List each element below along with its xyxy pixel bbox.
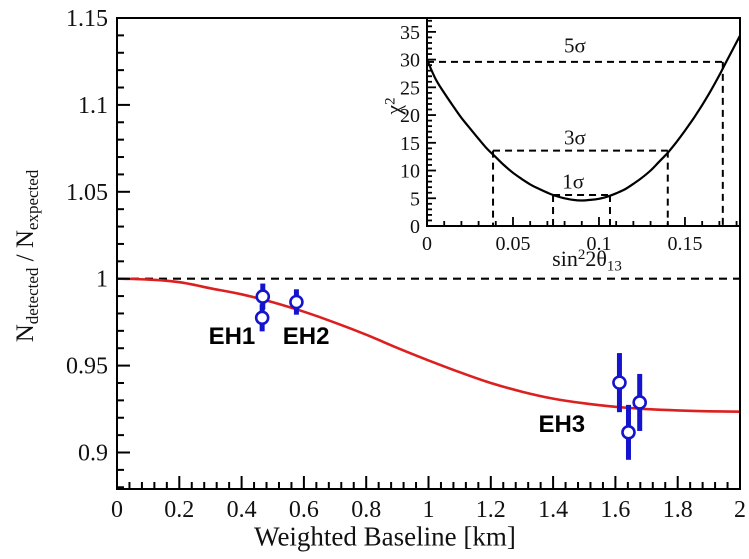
main-x-tick-label: 0.6 [289, 497, 319, 523]
main-x-tick-label: 0 [111, 497, 123, 523]
inset-ylabel-sup: 2 [382, 97, 399, 105]
inset-y-tick-label: 10 [400, 161, 420, 183]
main-axis-ticks [116, 17, 741, 489]
main-x-tick-label: 0.2 [164, 497, 194, 523]
marker-EH3-3 [612, 375, 627, 390]
inset-y-axis-title: χ2 [381, 97, 406, 115]
inset-y-tick-label: 35 [400, 22, 420, 44]
detector-label-EH2: EH2 [282, 322, 330, 350]
main-x-tick-label: 1 [423, 497, 435, 523]
ylabel-base1: N [11, 324, 39, 343]
inset-ylabel-base: χ [381, 104, 406, 115]
inset-panel: 0 0.05 0.1 0.15 0 5 10 15 20 25 30 35 [400, 17, 741, 255]
data-points [254, 283, 647, 460]
main-y-tick-label: 1.05 [66, 180, 108, 206]
ylabel-sub1: detected [23, 267, 43, 325]
main-x-tick-label: 1.2 [476, 497, 506, 523]
main-y-tick-label: 1.1 [78, 93, 108, 119]
ylabel-base2: / N [11, 230, 39, 268]
inset-xlabel-base2: 2θ [585, 245, 607, 271]
main-y-axis-title: Ndetected / Nexpected [11, 169, 43, 343]
main-y-tick-label: 1.15 [66, 6, 108, 32]
inset-xlabel-sup: 2 [577, 247, 586, 264]
inset-y-tick-label: 0 [410, 216, 420, 238]
main-x-tick-label: 1.8 [663, 497, 693, 523]
main-x-tick-label: 0.8 [351, 497, 381, 523]
inset-xlabel-sub: 13 [606, 258, 622, 275]
inset-frame [426, 17, 741, 227]
inset-y-tick-label: 20 [400, 105, 420, 127]
main-x-tick-label: 1.4 [538, 497, 568, 523]
sigma-label-3σ: 3σ [563, 125, 586, 150]
inset-y-tick-label: 15 [400, 133, 420, 155]
marker-EH1-1 [254, 310, 270, 326]
marker-EH2-2 [289, 294, 304, 310]
main-x-tick-label: 1.6 [600, 497, 630, 523]
chi2-curve [425, 35, 741, 202]
inset-xlabel-base: sin [552, 245, 578, 271]
main-x-tick-label: 0.4 [227, 497, 257, 523]
main-y-tick-label: 0.9 [78, 441, 108, 467]
inset-x-axis-title: sin22θ13 [552, 245, 622, 275]
marker-EH1-0 [255, 289, 271, 304]
main-x-axis-title: Weighted Baseline [km] [254, 521, 516, 552]
inset-x-tick-label: 0.05 [495, 233, 530, 255]
inset-y-tick-label: 25 [400, 77, 420, 99]
marker-EH3-5 [621, 425, 636, 440]
main-x-tick-label: 2 [734, 497, 746, 523]
inset-x-tick-label: 0.15 [667, 233, 702, 255]
main-y-tick-label: 1 [96, 267, 108, 293]
inset-axis-ticks [426, 19, 738, 227]
inset-y-tick-label: 5 [410, 188, 420, 210]
sigma-label-5σ: 5σ [563, 33, 586, 58]
main-x-axis-title-text: Weighted Baseline [km] [254, 521, 516, 552]
main-y-tick-label: 0.95 [66, 354, 108, 380]
sigma-label-1σ: 1σ [562, 169, 585, 194]
ylabel-sub2: expected [23, 169, 43, 231]
detector-label-EH1: EH1 [208, 322, 256, 350]
inset-x-tick-label: 0 [422, 233, 432, 255]
inset-x-tick-label: 0.1 [586, 233, 611, 255]
inset-y-tick-label: 30 [400, 50, 420, 72]
detector-label-EH3: EH3 [538, 410, 586, 438]
marker-EH3-4 [632, 395, 647, 410]
